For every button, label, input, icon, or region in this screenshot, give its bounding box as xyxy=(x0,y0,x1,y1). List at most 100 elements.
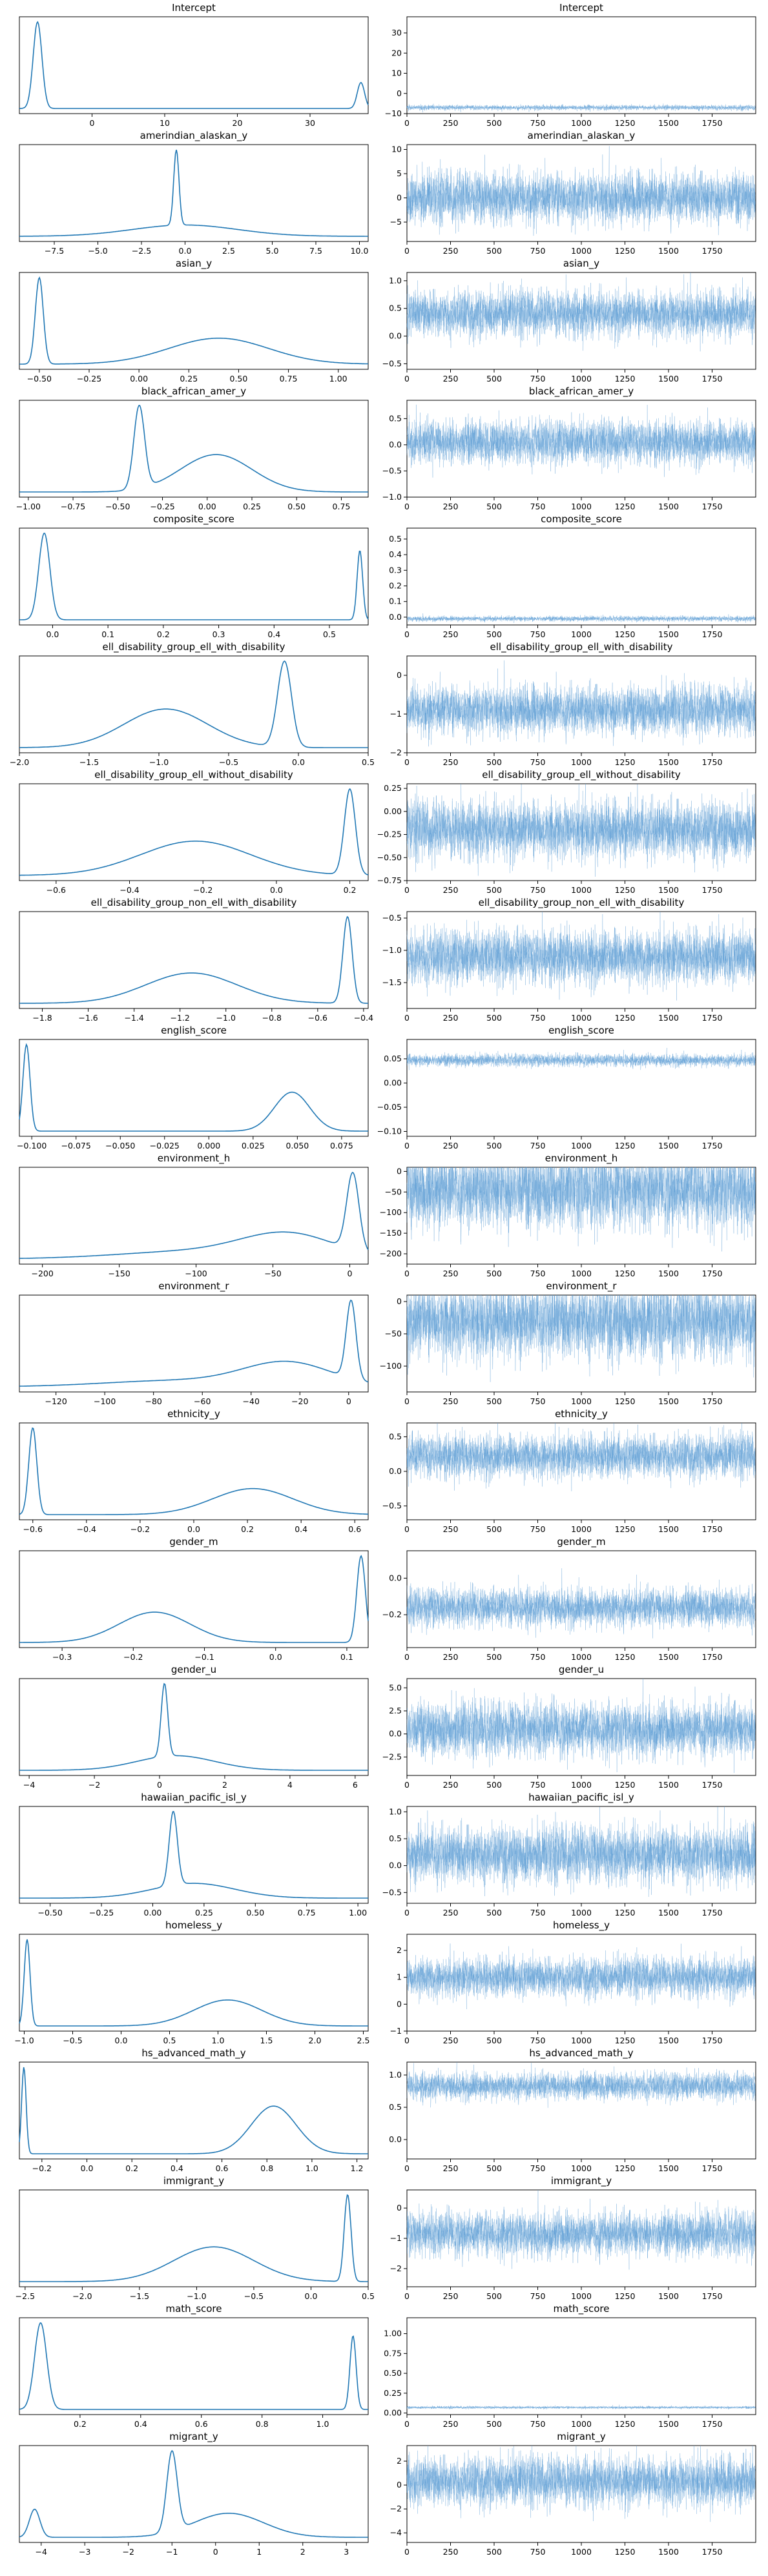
kde-x-tick-label: −0.1 xyxy=(194,1652,214,1662)
subplot-row: ell_disability_group_ell_with_disability… xyxy=(10,641,756,767)
kde-x-tick-label: 0.5 xyxy=(362,757,375,767)
kde-x-tick-label: −2.5 xyxy=(16,2291,35,2301)
trace-x-tick-label: 1000 xyxy=(571,118,592,128)
kde-density-line xyxy=(19,405,368,493)
trace-x-tick-label: 1750 xyxy=(702,1652,723,1662)
trace-x-tick-label: 750 xyxy=(530,2419,546,2429)
trace-y-tick-label: 0 xyxy=(397,1296,402,1306)
trace-y-tick-label: 0 xyxy=(397,1166,402,1176)
trace-chain-line xyxy=(406,167,756,234)
trace-y-tick-label: 0.0 xyxy=(389,1861,402,1870)
kde-axes-frame xyxy=(19,144,369,242)
kde-x-tick-label: −0.2 xyxy=(193,885,213,895)
kde-x-tick-label: −60 xyxy=(194,1396,211,1406)
subplot-row: asian_y−0.50 −0.25 0.00 0.25 0.50 0.75 1.00asi… xyxy=(19,258,756,383)
trace-y-tick-label: −2 xyxy=(390,748,402,757)
trace-chain-line xyxy=(406,2405,756,2410)
kde-axes-frame xyxy=(19,783,369,881)
kde-x-tick-label: 20 xyxy=(233,118,243,128)
trace-chain-line xyxy=(406,1574,756,1636)
kde-x-tick-label: 2 xyxy=(222,1780,227,1790)
kde-x-tick-label: −3 xyxy=(79,2547,90,2557)
kde-axes-frame xyxy=(19,2445,369,2543)
kde-x-tick-label: 0.00 xyxy=(198,502,216,511)
trace-x-tick-label: 1000 xyxy=(571,1396,592,1406)
trace-y-tick-label: −150 xyxy=(380,1228,402,1238)
kde-x-tick-label: −0.075 xyxy=(61,1141,91,1150)
trace-x-tick-label: 1750 xyxy=(702,118,723,128)
trace-y-tick-label: 2 xyxy=(397,1945,402,1955)
trace-y-tick-label: 1.00 xyxy=(384,2329,402,2338)
kde-density-line xyxy=(19,788,369,876)
trace-x-tick-label: 1250 xyxy=(615,1780,636,1790)
trace-chain-line xyxy=(406,1294,756,1376)
trace-x-tick-label: 750 xyxy=(530,1141,546,1150)
kde-title: black_african_amer_y xyxy=(141,385,246,398)
subplot-row: composite_score 0.0 0.1 0.2 0.3 0.4 0.5 composi… xyxy=(19,513,756,639)
trace-y-tick-label: −5 xyxy=(390,217,402,227)
trace-x-tick-label: 1750 xyxy=(702,2163,723,2173)
kde-x-tick-label: −1 xyxy=(166,2547,178,2557)
kde-density-line xyxy=(19,149,368,237)
kde-x-tick-label: −0.50 xyxy=(37,1908,62,1917)
kde-x-tick-label: 0 xyxy=(213,2547,218,2557)
trace-x-tick-label: 250 xyxy=(443,246,459,256)
trace-x-tick-label: 250 xyxy=(443,1396,459,1406)
trace-title: english_score xyxy=(548,1025,614,1037)
subplot-row: homeless_y −1.0 −0.5 0.0 0.5 1.0 1.5 2.0 2.5 home… xyxy=(14,1919,756,2045)
kde-x-tick-label: 1.0 xyxy=(317,2419,329,2429)
trace-chain-line xyxy=(406,2063,756,2106)
kde-x-tick-label: 0.2 xyxy=(157,629,170,639)
kde-x-tick-label: 0.5 xyxy=(163,2036,176,2045)
trace-y-tick-label: 0.50 xyxy=(384,2368,402,2378)
trace-chain-line xyxy=(406,405,756,478)
trace-x-tick-label: 1500 xyxy=(658,1780,679,1790)
kde-x-tick-label: 1 xyxy=(256,2547,262,2557)
kde-x-tick-label: 0.050 xyxy=(285,1141,309,1150)
trace-x-tick-label: 500 xyxy=(486,757,502,767)
trace-x-tick-label: 0 xyxy=(404,2036,410,2045)
kde-x-tick-label: 0.2 xyxy=(74,2419,87,2429)
subplot-row: ethnicity_y −0.6 −0.4 −0.2 0.0 0.2 0.4 0.6 ethni… xyxy=(19,1408,756,1534)
trace-title: environment_h xyxy=(545,1152,618,1165)
kde-x-tick-label: −1.5 xyxy=(130,2291,149,2301)
kde-x-tick-label: −0.8 xyxy=(262,1013,282,1023)
trace-x-tick-label: 500 xyxy=(486,629,502,639)
trace-chain-line xyxy=(406,104,756,112)
trace-x-tick-label: 250 xyxy=(443,2419,459,2429)
kde-x-tick-label: −1.00 xyxy=(16,502,41,511)
kde-x-tick-label: −1.0 xyxy=(14,2036,34,2045)
kde-x-tick-label: 0.0 xyxy=(270,885,283,895)
trace-x-tick-label: 250 xyxy=(443,2291,459,2301)
trace-x-tick-label: 750 xyxy=(530,2291,546,2301)
kde-x-tick-label: 0.2 xyxy=(344,885,357,895)
kde-x-tick-label: 0.4 xyxy=(171,2163,183,2173)
kde-x-tick-label: −100 xyxy=(94,1396,116,1406)
trace-x-tick-label: 1500 xyxy=(658,2291,679,2301)
kde-x-tick-label: 0.2 xyxy=(125,2163,138,2173)
trace-x-tick-label: 250 xyxy=(443,1269,459,1278)
trace-title: black_african_amer_y xyxy=(529,385,634,398)
trace-x-tick-label: 1500 xyxy=(658,629,679,639)
kde-x-tick-label: −0.6 xyxy=(47,885,66,895)
kde-x-tick-label: −0.25 xyxy=(77,374,101,383)
kde-title: migrant_y xyxy=(169,2431,218,2443)
kde-axes-frame xyxy=(19,527,369,626)
trace-x-tick-label: 1000 xyxy=(571,757,592,767)
trace-x-tick-label: 500 xyxy=(486,502,502,511)
trace-x-tick-label: 250 xyxy=(443,2163,459,2173)
kde-x-tick-label: 0.0 xyxy=(269,1652,282,1662)
subplot-row: immigrant_y −2.5 −2.0 −1.5 −1.0 −0.5 0.0 0.5 imm… xyxy=(16,2175,756,2301)
trace-x-tick-label: 1500 xyxy=(658,374,679,383)
trace-x-tick-label: 0 xyxy=(404,757,410,767)
kde-x-tick-label: −100 xyxy=(185,1269,207,1278)
kde-x-tick-label: −7.5 xyxy=(45,246,64,256)
kde-x-tick-label: −0.2 xyxy=(130,1524,150,1534)
kde-x-tick-label: −0.025 xyxy=(150,1141,180,1150)
kde-x-tick-label: −1.5 xyxy=(79,757,99,767)
trace-x-tick-label: 750 xyxy=(530,246,546,256)
trace-x-tick-label: 1500 xyxy=(658,1396,679,1406)
trace-x-tick-label: 1500 xyxy=(658,885,679,895)
subplot-row: gender_u −4 −2 0 2 4 6 gender_u −2.5 0.0 2.5 5.0 0 25… xyxy=(19,1664,756,1790)
kde-axes-frame xyxy=(19,1294,369,1393)
